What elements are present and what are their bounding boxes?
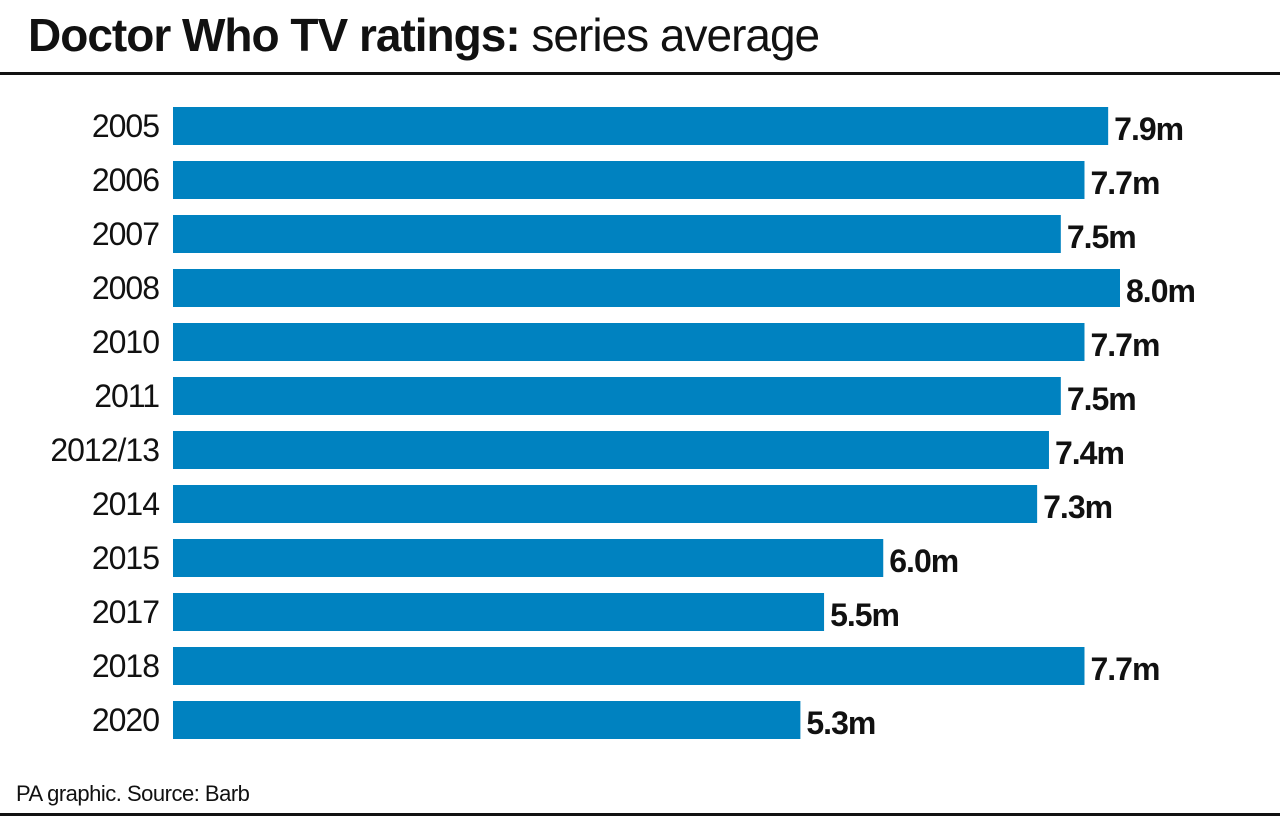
bottom-divider xyxy=(0,813,1280,816)
category-label: 2014 xyxy=(92,486,159,522)
title-bold: Doctor Who TV ratings: xyxy=(28,9,521,61)
category-label: 2010 xyxy=(92,324,159,360)
category-label: 2007 xyxy=(92,216,159,252)
value-label: 5.5m xyxy=(830,597,899,633)
value-label: 5.3m xyxy=(806,705,875,741)
value-label: 7.4m xyxy=(1055,435,1124,471)
category-label: 2005 xyxy=(92,108,159,144)
bar-2015 xyxy=(173,539,884,577)
bar-2020 xyxy=(173,701,801,739)
value-label: 6.0m xyxy=(889,543,958,579)
category-label: 2017 xyxy=(92,594,159,630)
bar-2005 xyxy=(173,107,1109,145)
value-label: 7.9m xyxy=(1114,111,1183,147)
bar-2007 xyxy=(173,215,1061,253)
category-label: 2011 xyxy=(94,378,159,414)
bar-2014 xyxy=(173,485,1038,523)
value-label: 7.7m xyxy=(1090,327,1159,363)
top-divider xyxy=(0,72,1280,75)
value-label: 8.0m xyxy=(1126,273,1195,309)
bar-2010 xyxy=(173,323,1085,361)
bar-2012-13 xyxy=(173,431,1049,469)
source-note: PA graphic. Source: Barb xyxy=(16,781,250,806)
bar-2006 xyxy=(173,161,1085,199)
value-label: 7.7m xyxy=(1090,651,1159,687)
bar-2018 xyxy=(173,647,1085,685)
bar-2008 xyxy=(173,269,1120,307)
title-regular: series average xyxy=(519,9,820,61)
chart-title: Doctor Who TV ratings: series average xyxy=(28,8,820,62)
bar-2011 xyxy=(173,377,1061,415)
category-label: 2012/13 xyxy=(50,432,159,468)
category-label: 2020 xyxy=(92,702,159,738)
category-label: 2006 xyxy=(92,162,159,198)
category-label: 2008 xyxy=(92,270,159,306)
category-label: 2015 xyxy=(92,540,159,576)
value-label: 7.3m xyxy=(1043,489,1112,525)
category-label: 2018 xyxy=(92,648,159,684)
value-label: 7.7m xyxy=(1090,165,1159,201)
bar-2017 xyxy=(173,593,825,631)
value-label: 7.5m xyxy=(1067,381,1136,417)
value-label: 7.5m xyxy=(1067,219,1136,255)
